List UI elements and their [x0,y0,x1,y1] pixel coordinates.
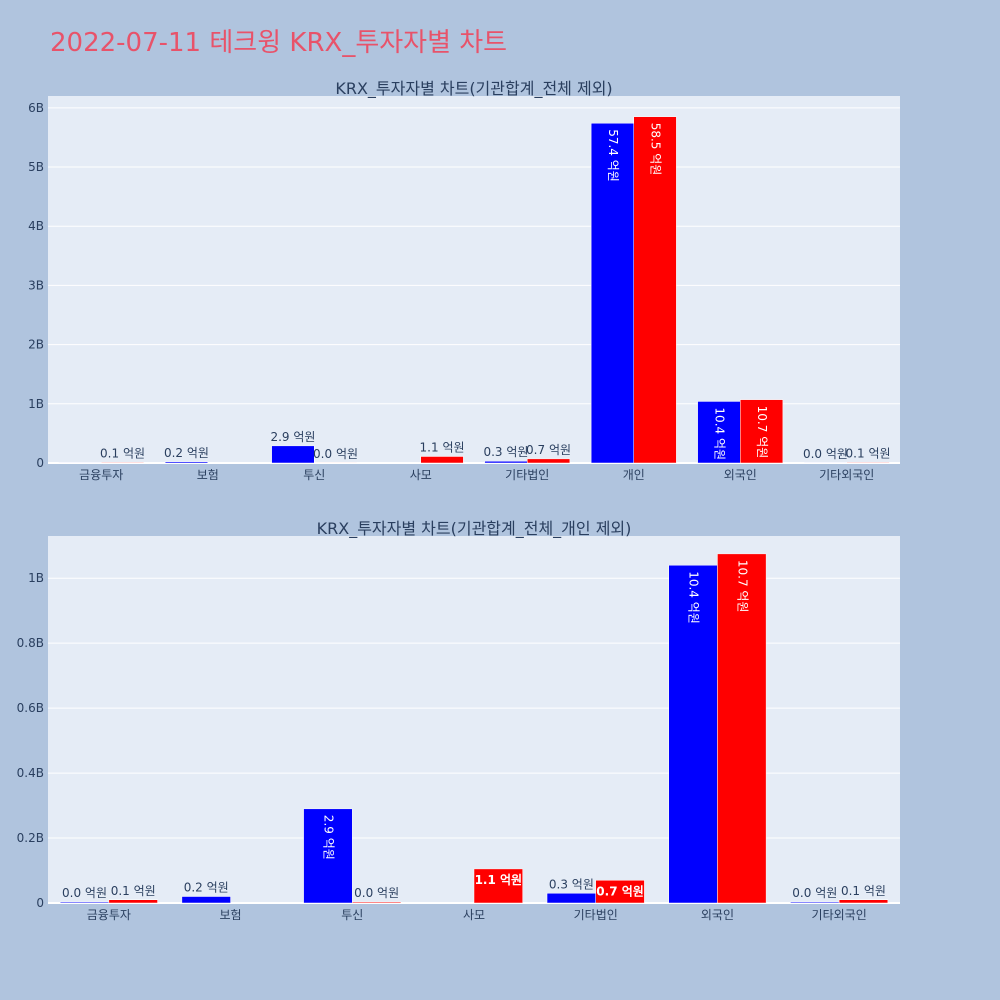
chart-title: KRX_투자자별 차트(기관합계_전체 제외) [335,79,612,99]
data-label: 10.7 억원 [755,406,769,459]
bar [790,901,840,904]
data-label: 2.9 억원 [321,815,335,860]
y-tick-label: 0.6B [17,701,44,715]
bar [527,458,571,464]
y-tick-label: 3B [28,278,44,292]
data-label: 0.1 억원 [100,446,145,460]
bar [164,461,208,464]
data-label: 0.1 억원 [841,884,886,898]
bar [846,462,890,464]
x-tick-label: 보험 [197,468,219,482]
bar [420,456,464,464]
y-tick-label: 6B [28,101,44,115]
x-tick-label: 보험 [220,908,242,922]
data-label: 0.0 억원 [354,886,399,900]
data-label: 1.1 억원 [475,873,523,887]
data-label: 0.1 억원 [846,446,891,460]
data-label: 2.9 억원 [270,430,315,444]
bar [271,445,315,464]
data-label: 57.4 억원 [606,129,620,182]
x-tick-label: 기타법인 [505,468,549,482]
page-title: 2022-07-11 테크윙 KRX_투자자별 차트 [50,28,508,58]
data-label: 10.4 억원 [712,407,726,460]
y-tick-label: 0.4B [17,766,44,780]
x-tick-label: 기타외국인 [819,468,874,482]
bar [473,868,523,904]
y-tick-label: 4B [28,219,44,233]
bar [59,901,110,904]
bar [595,880,645,904]
data-label: 0.0 억원 [803,447,848,461]
bar [303,808,353,904]
data-label: 0.0 억원 [792,886,837,900]
bar [838,899,889,904]
x-tick-label: 사모 [410,468,432,482]
y-tick-label: 1B [28,397,44,411]
y-tick-label: 1B [28,571,44,585]
x-tick-label: 외국인 [724,468,757,482]
data-label: 58.5 억원 [649,123,663,176]
bar [740,399,784,464]
x-tick-label: 금융투자 [79,468,123,482]
x-tick-label: 투신 [341,908,363,922]
x-tick-label: 투신 [303,468,325,482]
data-label: 0.2 억원 [164,446,209,460]
bar [352,901,402,904]
chart-title: KRX_투자자별 차트(기관합계_전체_개인 제외) [317,519,632,539]
y-tick-label: 0.2B [17,831,44,845]
data-label: 0.1 억원 [111,884,156,898]
bar [101,462,145,464]
y-tick-label: 0.8B [17,636,44,650]
x-tick-label: 기타법인 [574,908,618,922]
bar [181,896,231,904]
data-label: 0.3 억원 [549,877,594,891]
chart-top: KRX_투자자별 차트(기관합계_전체 제외) 0 1B 2B 3B 4B 5B 6B 금융투자… [28,79,900,482]
y-tick-label: 5B [28,160,44,174]
x-tick-label: 외국인 [701,908,734,922]
bar [546,893,596,904]
plot-area [48,536,900,903]
x-tick-label: 기타외국인 [812,908,867,922]
bar [668,564,718,904]
data-label: 0.7 억원 [596,884,644,898]
y-tick-label: 2B [28,338,44,352]
x-tick-label: 개인 [623,468,645,482]
data-label: 0.0 억원 [62,886,107,900]
bar [717,553,767,904]
data-label: 0.7 억원 [526,443,571,457]
data-label: 1.1 억원 [420,440,465,454]
data-label: 10.7 억원 [735,560,749,613]
data-label: 0.2 억원 [184,881,229,895]
x-tick-label: 사모 [463,908,485,922]
data-label: 10.4 억원 [687,571,701,624]
bar [590,122,635,464]
data-label: 0.0 억원 [313,447,358,461]
y-tick-label: 0 [36,456,44,470]
bar [108,899,158,904]
y-tick-label: 0 [36,896,44,910]
x-tick-label: 금융투자 [87,908,131,922]
data-label: 0.3 억원 [483,445,528,459]
bar [633,116,677,464]
bar [697,401,741,464]
